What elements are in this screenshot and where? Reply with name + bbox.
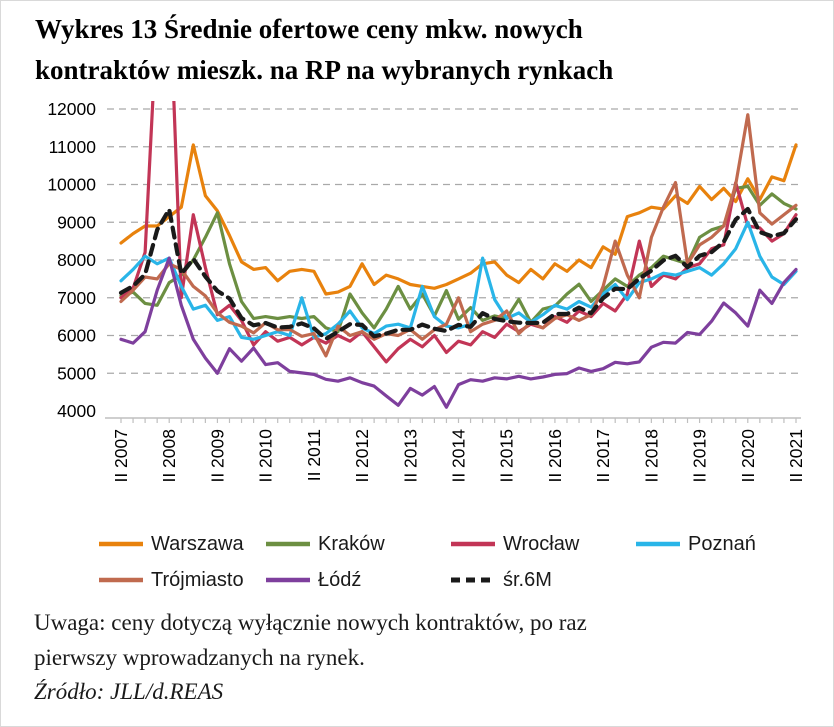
- x-axis-label-II-2012: II 2012: [352, 429, 372, 483]
- x-axis-label-II-2015: II 2015: [497, 429, 517, 483]
- legend-label-warszawa: Warszawa: [151, 532, 244, 555]
- x-axis-label-II-2021: II 2021: [786, 429, 806, 483]
- legend-item--d-: Łódź: [265, 566, 361, 594]
- y-axis-label-5000: 5000: [57, 363, 96, 383]
- legend-swatch-wroc-aw: [451, 541, 495, 547]
- legend-item-warszawa: Warszawa: [98, 530, 244, 558]
- x-axis-label-II-2013: II 2013: [400, 429, 420, 483]
- legend-label-tr-jmiasto: Trójmiasto: [151, 568, 244, 591]
- legend-swatch-warszawa: [99, 541, 143, 547]
- legend-label--r-6m: śr.6M: [503, 568, 552, 591]
- y-axis-label-9000: 9000: [57, 212, 96, 232]
- legend-swatch-tr-jmiasto: [99, 577, 143, 583]
- series-line--r-6m: [118, 206, 799, 341]
- series-line-wroc-aw: [119, 101, 798, 364]
- x-axis-label-II-2009: II 2009: [207, 429, 227, 483]
- y-axis-label-6000: 6000: [57, 326, 96, 346]
- legend-swatch-krak-w: [266, 541, 310, 547]
- y-axis-label-11000: 11000: [49, 137, 97, 157]
- y-axis-label-10000: 10000: [47, 175, 96, 195]
- series-line--d-: [119, 256, 798, 409]
- legend-label-pozna-: Poznań: [688, 532, 756, 555]
- series-line-warszawa: [119, 143, 798, 296]
- legend-swatch--d-: [266, 577, 310, 583]
- y-axis-label-7000: 7000: [57, 288, 96, 308]
- chart-title-line1: Wykres 13 Średnie ofertowe ceny mkw. now…: [35, 14, 583, 44]
- x-axis-label-II-2020: II 2020: [738, 429, 758, 483]
- x-axis-label-II-2014: II 2014: [449, 429, 469, 483]
- x-axis-label-II-2008: II 2008: [159, 429, 179, 483]
- note-line1: Uwaga: ceny dotyczą wyłącznie nowych kon…: [34, 610, 587, 635]
- note-text: Uwaga: ceny dotyczą wyłącznie nowych kon…: [34, 605, 784, 675]
- x-axis-label-II-2016: II 2016: [545, 429, 565, 483]
- chart-legend: Warszawa Kraków Wrocław Poznań Trójmiasto Łód…: [1, 528, 833, 604]
- y-axis-label-4000: 4000: [57, 401, 96, 421]
- x-axis-label-II-2007: II 2007: [111, 429, 131, 483]
- source-text: Źródło: JLL/d.REAS: [34, 679, 224, 704]
- legend-item-tr-jmiasto: Trójmiasto: [98, 566, 244, 594]
- legend-label--d-: Łódź: [318, 568, 362, 591]
- legend-item--r-6m: śr.6M: [450, 566, 552, 594]
- chart-title: Wykres 13 Średnie ofertowe ceny mkw. now…: [35, 9, 815, 91]
- x-axis-label-II-2010: II 2010: [256, 429, 276, 483]
- legend-label-wroc-aw: Wrocław: [503, 532, 580, 555]
- legend-item-krak-w: Kraków: [265, 530, 385, 558]
- x-axis-label-II-2011: II 2011: [304, 429, 324, 481]
- x-axis-label-II-2017: II 2017: [593, 429, 613, 483]
- y-axis-label-8000: 8000: [57, 250, 96, 270]
- legend-swatch-pozna-: [636, 541, 680, 547]
- x-axis-label-II-2019: II 2019: [690, 429, 710, 483]
- y-axis-label-12000: 12000: [47, 99, 96, 119]
- chart-title-line2: kontraktów mieszk. na RP na wybranych ry…: [35, 55, 614, 85]
- legend-item-pozna-: Poznań: [635, 530, 756, 558]
- legend-label-krak-w: Kraków: [318, 532, 385, 555]
- x-axis-label-II-2018: II 2018: [641, 429, 661, 483]
- series-line-tr-jmiasto: [119, 113, 798, 358]
- legend-swatch--r-6m: [451, 577, 495, 583]
- note-line2: pierwszy wprowadzanych na rynek.: [34, 645, 365, 670]
- legend-item-wroc-aw: Wrocław: [450, 530, 579, 558]
